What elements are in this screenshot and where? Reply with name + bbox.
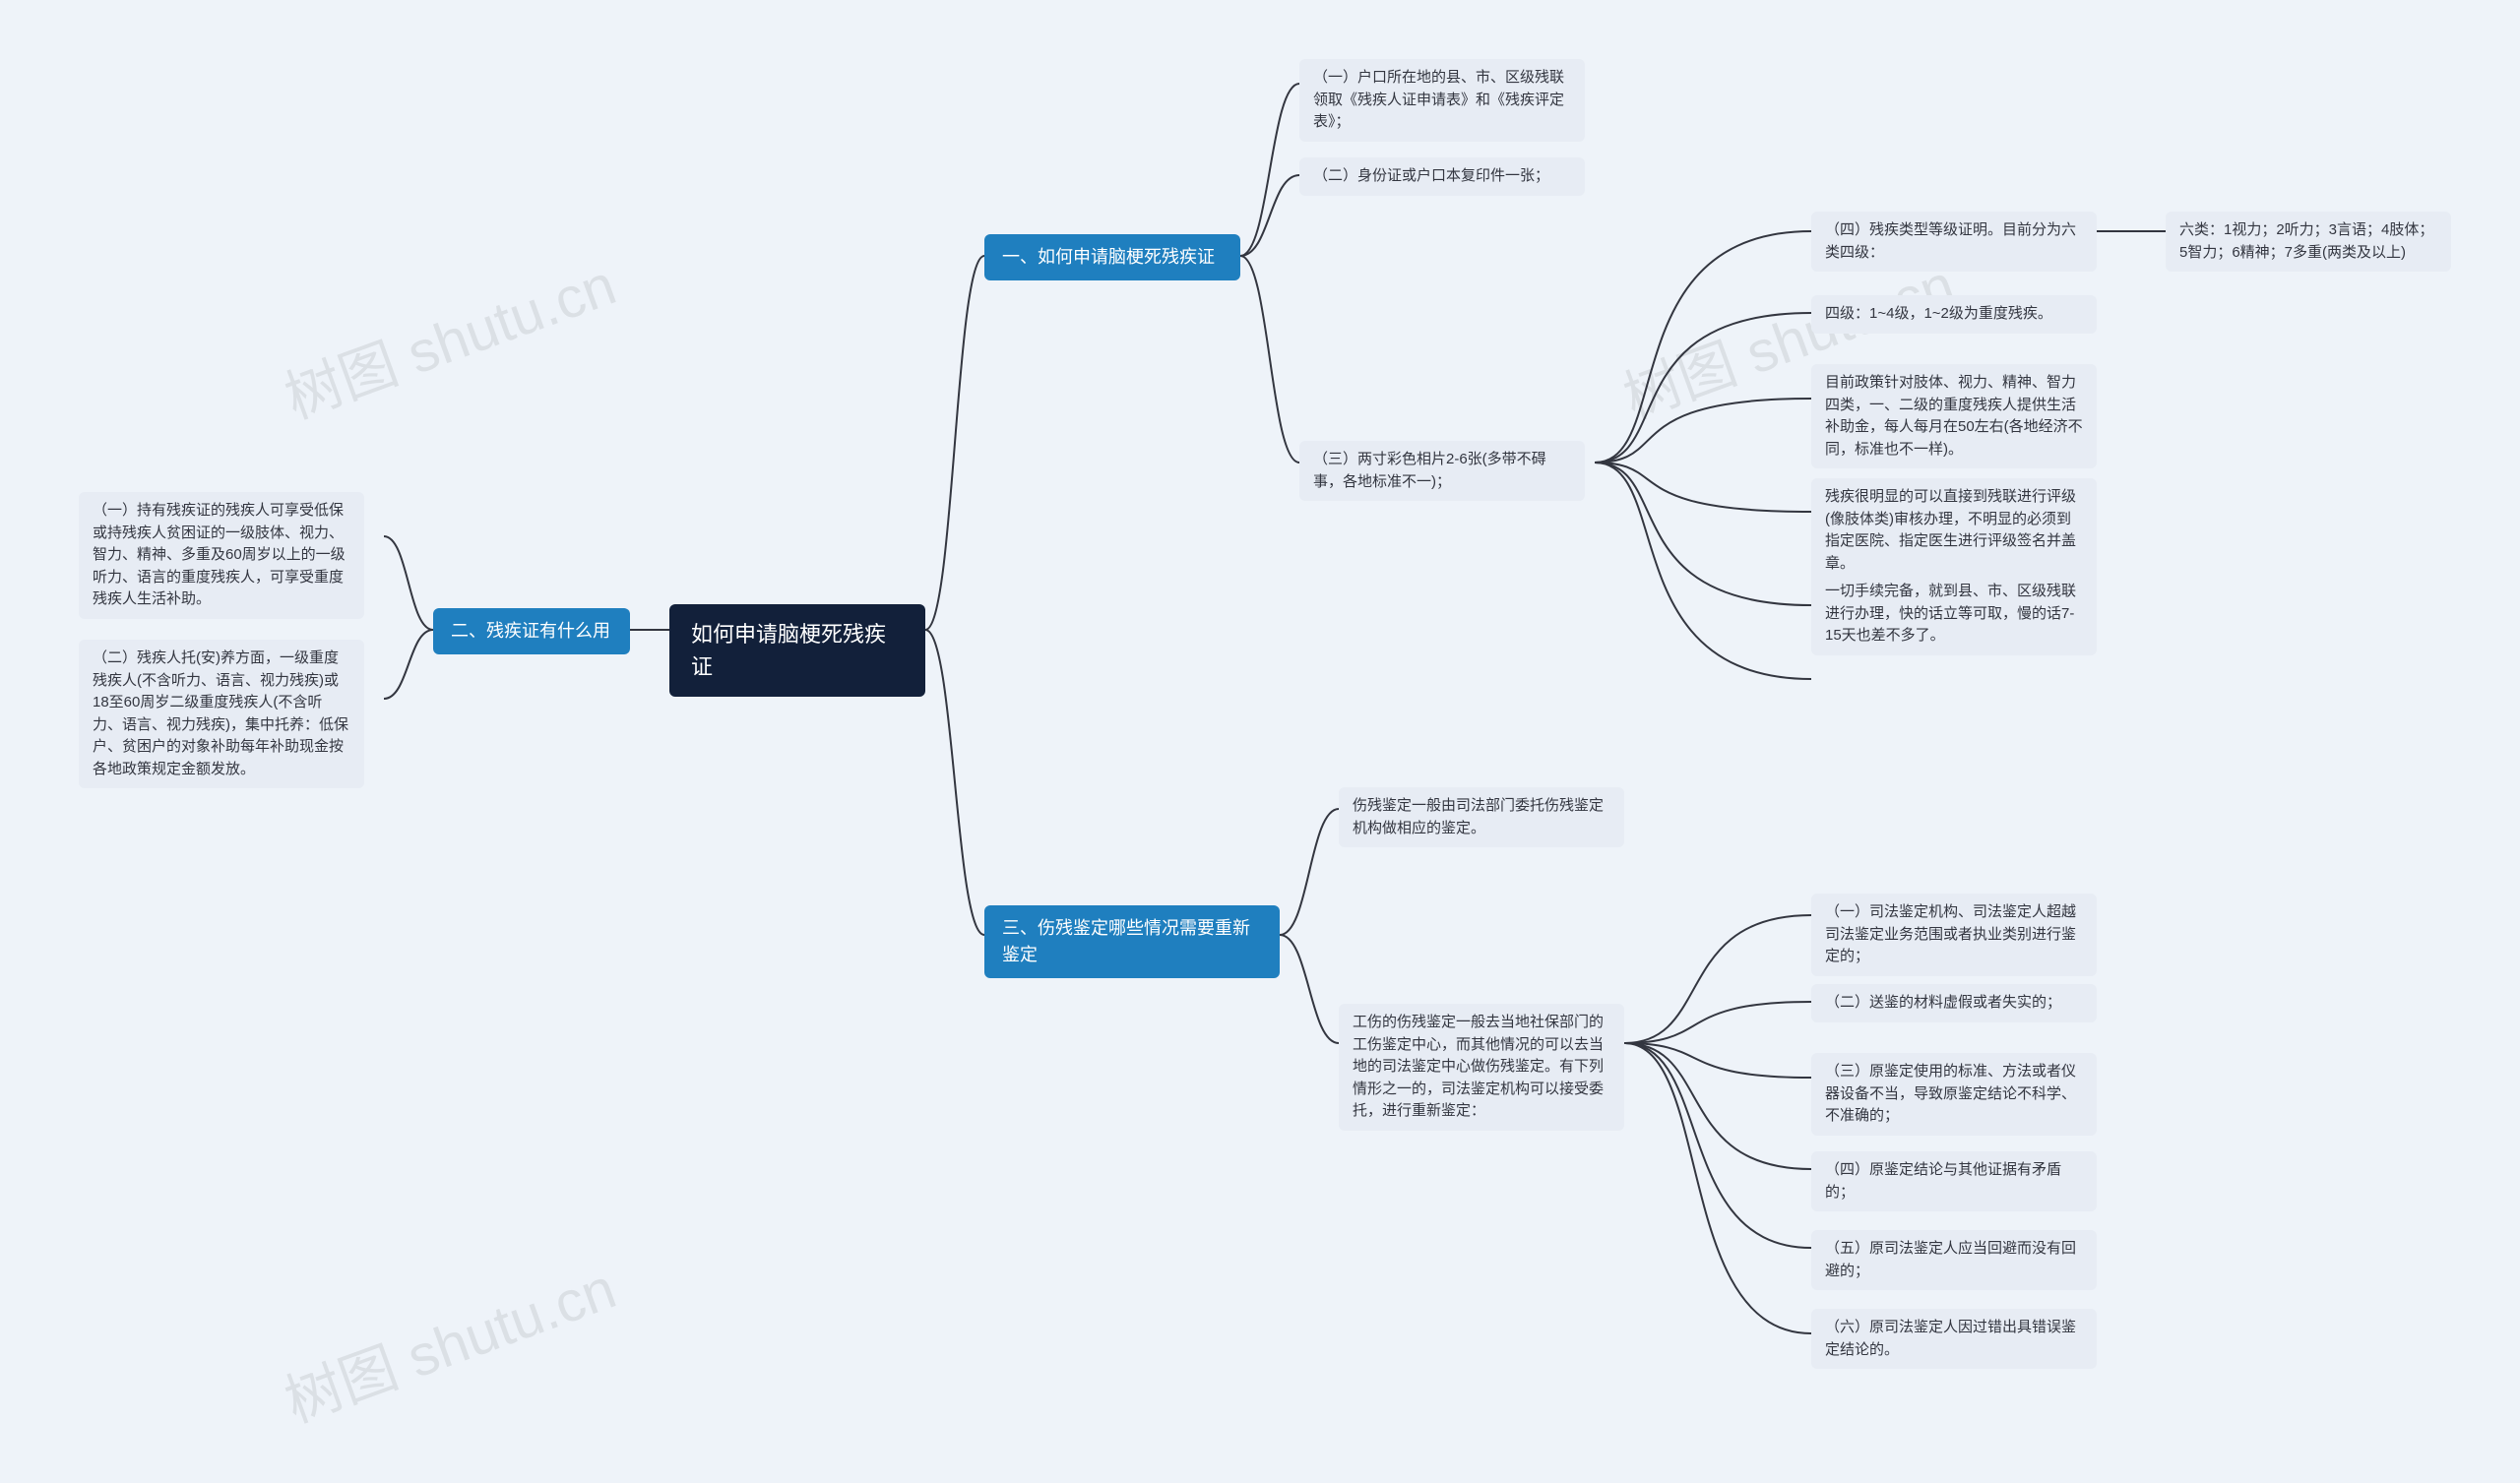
leaf-b3-2-6[interactable]: （六）原司法鉴定人因过错出具错误鉴定结论的。 xyxy=(1811,1309,2097,1369)
branch-node-2[interactable]: 二、残疾证有什么用 xyxy=(433,608,630,654)
leaf-b3-2-1[interactable]: （一）司法鉴定机构、司法鉴定人超越司法鉴定业务范围或者执业类别进行鉴定的； xyxy=(1811,894,2097,976)
root-node[interactable]: 如何申请脑梗死残疾证 xyxy=(669,604,925,697)
leaf-b1-3a[interactable]: （四）残疾类型等级证明。目前分为六类四级： xyxy=(1811,212,2097,272)
leaf-b1-3e[interactable]: 一切手续完备，就到县、市、区级残联进行办理，快的话立等可取，慢的话7-15天也差… xyxy=(1811,573,2097,655)
leaf-b1-2[interactable]: （二）身份证或户口本复印件一张； xyxy=(1299,157,1585,196)
leaf-b1-3b[interactable]: 四级：1~4级，1~2级为重度残疾。 xyxy=(1811,295,2097,334)
leaf-b3-2-3[interactable]: （三）原鉴定使用的标准、方法或者仪器设备不当，导致原鉴定结论不科学、不准确的； xyxy=(1811,1053,2097,1136)
leaf-b3-2-4[interactable]: （四）原鉴定结论与其他证据有矛盾的； xyxy=(1811,1151,2097,1211)
leaf-b1-3[interactable]: （三）两寸彩色相片2-6张(多带不碍事，各地标准不一)； xyxy=(1299,441,1585,501)
leaf-b1-3c[interactable]: 目前政策针对肢体、视力、精神、智力四类，一、二级的重度残疾人提供生活补助金，每人… xyxy=(1811,364,2097,468)
leaf-b1-3d[interactable]: 残疾很明显的可以直接到残联进行评级(像肢体类)审核办理，不明显的必须到指定医院、… xyxy=(1811,478,2097,583)
leaf-b3-1[interactable]: 伤残鉴定一般由司法部门委托伤残鉴定机构做相应的鉴定。 xyxy=(1339,787,1624,847)
connectors-layer xyxy=(0,0,2520,1483)
leaf-b2-2[interactable]: （二）残疾人托(安)养方面，一级重度残疾人(不含听力、语言、视力残疾)或18至6… xyxy=(79,640,364,788)
leaf-b3-2-2[interactable]: （二）送鉴的材料虚假或者失实的； xyxy=(1811,984,2097,1022)
watermark: 树图 shutu.cn xyxy=(272,1242,625,1438)
watermark: 树图 shutu.cn xyxy=(272,238,625,434)
branch-node-1[interactable]: 一、如何申请脑梗死残疾证 xyxy=(984,234,1240,280)
leaf-b1-1[interactable]: （一）户口所在地的县、市、区级残联领取《残疾人证申请表》和《残疾评定表》； xyxy=(1299,59,1585,142)
leaf-b3-2[interactable]: 工伤的伤残鉴定一般去当地社保部门的工伤鉴定中心，而其他情况的可以去当地的司法鉴定… xyxy=(1339,1004,1624,1131)
leaf-b3-2-5[interactable]: （五）原司法鉴定人应当回避而没有回避的； xyxy=(1811,1230,2097,1290)
leaf-b1-3a-1[interactable]: 六类：1视力；2听力；3言语；4肢体；5智力；6精神；7多重(两类及以上) xyxy=(2166,212,2451,272)
branch-node-3[interactable]: 三、伤残鉴定哪些情况需要重新鉴定 xyxy=(984,905,1280,978)
leaf-b2-1[interactable]: （一）持有残疾证的残疾人可享受低保或持残疾人贫困证的一级肢体、视力、智力、精神、… xyxy=(79,492,364,619)
